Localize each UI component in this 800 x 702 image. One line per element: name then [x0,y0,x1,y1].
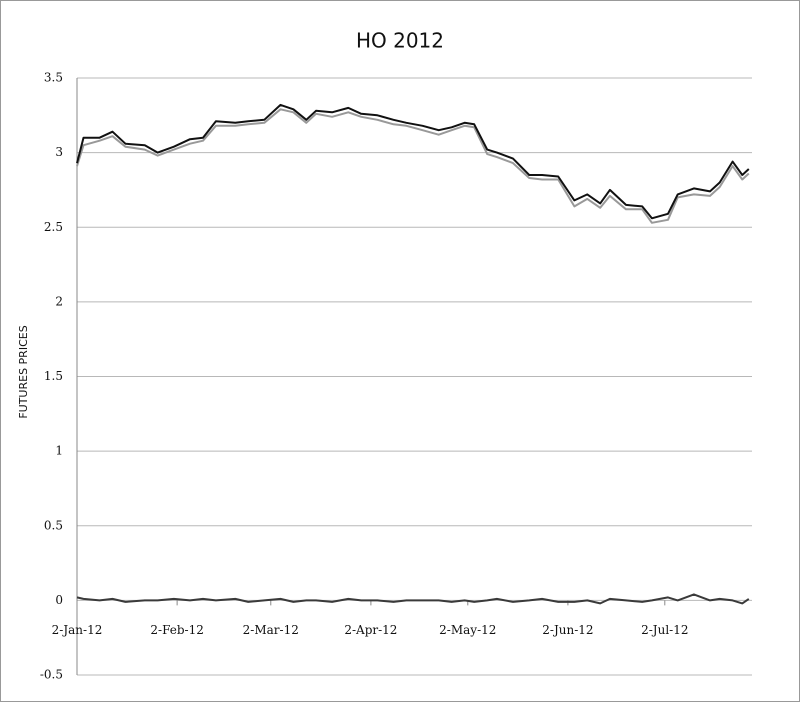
x-tick-label: 2-Jan-12 [52,623,103,637]
y-tick-label: 3.5 [44,71,63,85]
x-tick-label: 2-Apr-12 [344,623,397,637]
x-tick-label: 2-Jun-12 [542,623,593,637]
y-tick-label: 0 [55,593,63,607]
y-tick-label: 2 [55,294,63,308]
x-tick-label: 2-Jul-12 [641,623,688,637]
y-tick-label: 3 [55,145,63,159]
chart-title: HO 2012 [356,29,444,53]
x-tick-label: 2-Mar-12 [243,623,299,637]
x-tick-label: 2-Feb-12 [150,623,203,637]
y-axis-label: FUTURES PRICES [17,325,30,418]
series-line [76,593,750,605]
y-tick-label: -0.5 [40,668,63,682]
y-tick-label: 1 [55,444,63,458]
series-line [76,108,750,224]
x-tick-label: 2-May-12 [439,623,496,637]
y-tick-label: 1.5 [44,369,63,383]
y-tick-label: 2.5 [44,220,63,234]
y-tick-label: 0.5 [44,518,63,532]
series-line [76,103,750,220]
